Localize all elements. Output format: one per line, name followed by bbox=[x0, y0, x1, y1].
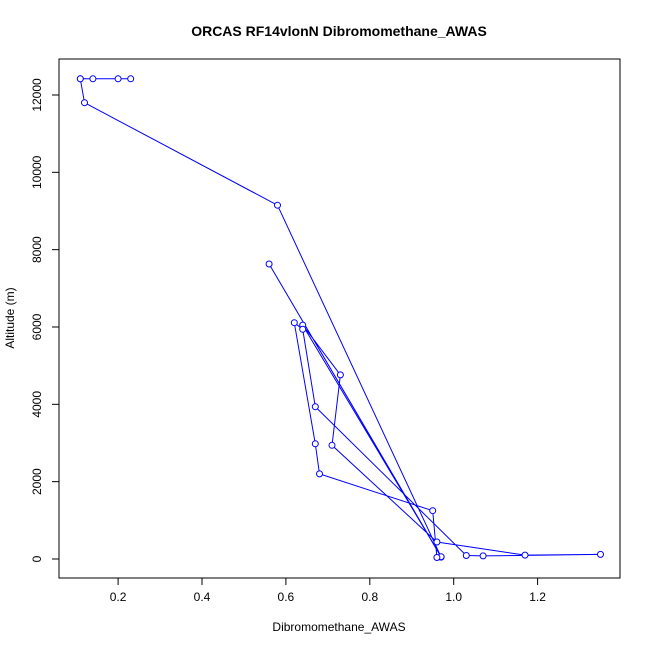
data-point bbox=[290, 319, 298, 327]
data-point bbox=[89, 75, 97, 83]
data-point bbox=[433, 538, 441, 546]
data-point bbox=[311, 440, 319, 448]
data-points bbox=[76, 75, 604, 561]
y-tick-label: 6000 bbox=[30, 313, 44, 340]
data-point bbox=[479, 552, 487, 560]
x-tick-label: 0.2 bbox=[110, 590, 127, 604]
y-tick-label: 10000 bbox=[30, 155, 44, 189]
data-point bbox=[114, 75, 122, 83]
data-point bbox=[311, 403, 319, 411]
data-point bbox=[433, 554, 441, 561]
x-tick-label: 0.6 bbox=[278, 590, 295, 604]
x-tick-label: 1.2 bbox=[529, 590, 546, 604]
x-axis: 0.2 0.4 0.6 0.8 1.0 1.2 bbox=[110, 578, 546, 604]
data-point bbox=[316, 470, 323, 478]
y-tick-label: 2000 bbox=[30, 468, 44, 495]
y-axis: 0 2000 4000 6000 8000 10000 12000 bbox=[30, 78, 59, 562]
x-axis-label: Dibromomethane_AWAS bbox=[272, 620, 405, 634]
data-point bbox=[274, 201, 281, 209]
data-point bbox=[336, 371, 344, 379]
y-tick-label: 0 bbox=[30, 555, 44, 562]
x-tick-label: 0.8 bbox=[361, 590, 378, 604]
data-point bbox=[81, 99, 88, 107]
y-axis-label: Altitude (m) bbox=[3, 287, 17, 348]
x-tick-label: 0.4 bbox=[194, 590, 211, 604]
plot-frame bbox=[58, 58, 621, 579]
data-point bbox=[127, 75, 135, 83]
data-point bbox=[462, 552, 470, 559]
series-line bbox=[79, 78, 601, 558]
data-point bbox=[429, 507, 437, 515]
data-point bbox=[597, 550, 604, 558]
x-tick-label: 1.0 bbox=[445, 590, 462, 604]
data-point bbox=[76, 75, 84, 83]
data-point bbox=[299, 325, 307, 333]
data-point bbox=[521, 551, 529, 559]
data-point bbox=[265, 260, 273, 268]
y-tick-label: 12000 bbox=[30, 78, 44, 112]
y-tick-label: 4000 bbox=[30, 391, 44, 418]
chart-title: ORCAS RF14vlonN Dibromomethane_AWAS bbox=[191, 23, 487, 39]
data-point bbox=[328, 441, 336, 449]
y-tick-label: 8000 bbox=[30, 236, 44, 263]
